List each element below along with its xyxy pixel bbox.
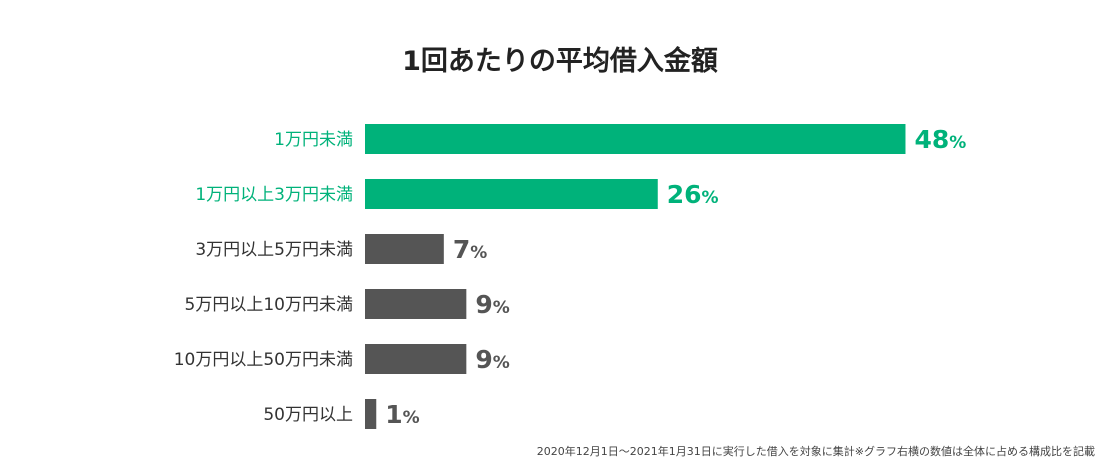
bars-group: 1万円未満 48% 1万円以上3万円未満 26% 3万円以上5万円未満 7% 5万円以上10… — [174, 124, 966, 429]
category-label: 50万円以上 — [263, 405, 353, 425]
data-label: 9% — [475, 345, 509, 374]
category-label: 1万円以上3万円未満 — [195, 185, 353, 205]
chart-title: 1回あたりの平均借入金額 — [402, 45, 718, 77]
category-label: 3万円以上5万円未満 — [195, 240, 353, 260]
data-label: 48% — [914, 125, 966, 154]
category-label: 5万円以上10万円未満 — [185, 295, 353, 315]
bar — [365, 344, 467, 374]
chart-footnote: 2020年12月1日〜2021年1月31日に実行した借入を対象に集計※グラフ右横… — [537, 444, 1095, 458]
bar — [365, 124, 906, 154]
data-label: 1% — [385, 400, 419, 429]
bar — [365, 399, 377, 429]
data-label: 7% — [453, 235, 487, 264]
category-label: 1万円未満 — [274, 130, 353, 150]
bar — [365, 234, 444, 264]
bar — [365, 289, 467, 319]
data-label: 26% — [667, 180, 719, 209]
bar — [365, 179, 658, 209]
data-label: 9% — [475, 290, 509, 319]
category-label: 10万円以上50万円未満 — [174, 350, 353, 370]
